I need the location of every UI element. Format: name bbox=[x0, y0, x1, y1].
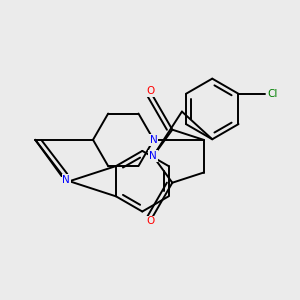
Text: Cl: Cl bbox=[267, 89, 278, 99]
Text: O: O bbox=[146, 216, 154, 226]
Text: N: N bbox=[149, 151, 157, 161]
Text: N: N bbox=[150, 135, 158, 145]
Text: N: N bbox=[62, 175, 70, 185]
Text: O: O bbox=[62, 177, 70, 187]
Text: O: O bbox=[146, 86, 154, 96]
